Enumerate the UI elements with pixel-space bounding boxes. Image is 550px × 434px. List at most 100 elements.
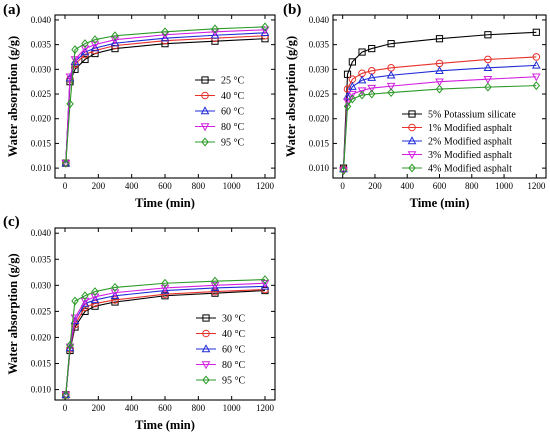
series-4 <box>62 22 269 168</box>
panel-label: (c) <box>3 214 20 230</box>
data-point <box>210 282 220 291</box>
y-axis-title: Water absorption (g/g) <box>6 36 20 157</box>
data-point <box>70 57 80 66</box>
panel-label: (b) <box>283 2 301 18</box>
data-point <box>90 293 100 302</box>
x-tick-label: 600 <box>433 181 447 191</box>
data-point <box>261 275 269 285</box>
x-tick-label: 1000 <box>223 403 242 413</box>
y-tick-label: 0.030 <box>309 64 330 74</box>
data-point <box>160 285 170 294</box>
data-point <box>66 340 74 350</box>
x-axis-title: Time (min) <box>135 196 195 210</box>
data-point <box>110 291 120 299</box>
x-tick-label: 200 <box>92 403 106 413</box>
legend-marker <box>200 106 210 115</box>
legend-marker <box>201 137 209 147</box>
data-point <box>387 40 395 48</box>
y-tick-label: 0.030 <box>31 280 52 290</box>
legend-marker <box>200 123 210 132</box>
legend-label: 1% Modified asphalt <box>428 123 512 134</box>
legend-label: 25 °C <box>221 76 244 87</box>
data-point <box>210 30 220 39</box>
data-point <box>260 280 270 288</box>
data-point <box>80 45 90 54</box>
y-tick-label: 0.010 <box>31 385 52 395</box>
data-point <box>531 73 541 82</box>
data-point <box>160 284 170 293</box>
data-point <box>260 281 270 290</box>
y-tick-label: 0.025 <box>309 89 330 99</box>
data-point <box>161 27 169 37</box>
data-point <box>65 73 75 82</box>
legend-label: 60 °C <box>222 345 245 356</box>
data-point <box>368 44 376 53</box>
data-point <box>387 88 395 98</box>
data-point <box>80 297 90 306</box>
y-tick-label: 0.010 <box>309 163 330 173</box>
data-point <box>484 31 492 39</box>
x-tick-label: 800 <box>192 181 206 191</box>
legend-marker <box>201 361 211 370</box>
data-point <box>71 45 79 55</box>
x-tick-label: 200 <box>92 181 106 191</box>
data-point <box>358 90 366 100</box>
legend-marker <box>201 76 209 84</box>
x-tick-label: 800 <box>192 403 206 413</box>
legend-marker <box>408 163 416 173</box>
y-axis-title: Water absorption (g/g) <box>6 253 20 374</box>
series-line <box>65 29 266 164</box>
panel-label: (a) <box>3 2 21 18</box>
data-point <box>386 82 396 91</box>
legend-marker <box>202 375 210 385</box>
y-tick-label: 0.020 <box>309 114 330 124</box>
series-line <box>65 279 266 395</box>
data-point <box>62 390 70 400</box>
x-tick-label: 1000 <box>495 181 514 191</box>
data-point <box>532 28 540 36</box>
x-tick-label: 400 <box>400 181 414 191</box>
x-tick-label: 1200 <box>256 181 275 191</box>
data-point <box>71 296 79 306</box>
data-point <box>435 35 444 43</box>
y-tick-label: 0.020 <box>31 114 52 124</box>
y-axis-title: Water absorption (g/g) <box>284 36 298 157</box>
data-point <box>70 56 80 65</box>
data-point <box>357 87 367 96</box>
x-tick-label: 600 <box>158 181 172 191</box>
y-tick-label: 0.035 <box>31 40 52 50</box>
legend-marker <box>407 136 417 145</box>
series-line <box>65 26 266 164</box>
data-point <box>211 24 219 34</box>
legend: 30 °C 40 °C 60 °C 80 °C 95 °C <box>196 314 245 387</box>
data-point <box>66 99 74 109</box>
data-point <box>110 38 120 47</box>
x-tick-label: 1000 <box>223 181 242 191</box>
x-tick-label: 1200 <box>527 181 546 191</box>
chart-panel-c: (c) 0 200 400 600 800 1000 1200 0.010 0.015 0.020 0… <box>3 214 276 432</box>
data-point <box>90 41 100 50</box>
y-tick-label: 0.025 <box>31 306 52 316</box>
data-point <box>110 36 120 45</box>
data-point <box>435 84 444 94</box>
data-point <box>81 291 89 301</box>
legend-marker <box>408 123 416 132</box>
data-point <box>90 295 100 304</box>
series-3 <box>61 26 270 168</box>
data-point <box>343 98 352 107</box>
series-line <box>342 31 537 169</box>
y-tick-label: 0.040 <box>31 228 52 238</box>
legend-label: 2% Modified asphalt <box>428 137 512 148</box>
legend-marker <box>201 91 209 100</box>
x-tick-label: 0 <box>63 181 68 191</box>
legend-label: 80 °C <box>221 122 244 133</box>
legend-label: 3% Modified asphalt <box>428 150 512 161</box>
data-point <box>81 39 89 49</box>
data-point <box>343 70 352 78</box>
data-point <box>161 278 169 288</box>
data-point <box>367 89 376 99</box>
x-tick-label: 400 <box>125 403 139 413</box>
data-point <box>62 158 70 168</box>
legend-marker <box>202 314 210 322</box>
